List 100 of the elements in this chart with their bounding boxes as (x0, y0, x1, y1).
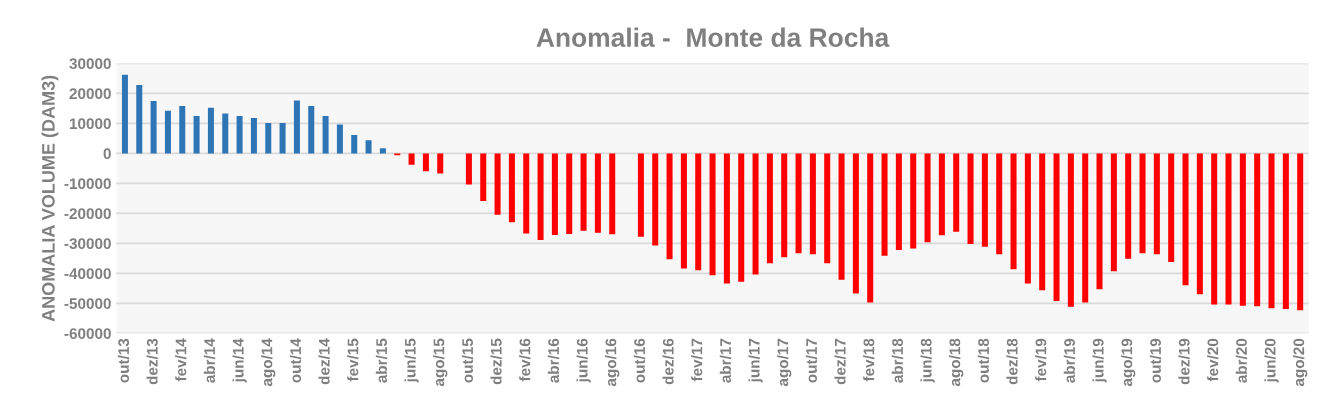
y-tick-label: -30000 (64, 238, 111, 250)
bar (408, 153, 415, 165)
x-tick-label: ago/14 (261, 338, 276, 387)
bar (1096, 153, 1103, 290)
x-tick-label: jun/16 (576, 338, 591, 383)
x-tick-label: abr/18 (891, 338, 904, 383)
bar (652, 153, 659, 246)
x-tick-label: fev/18 (863, 338, 875, 382)
x-tick-label: fev/16 (519, 338, 531, 382)
bar (938, 153, 945, 236)
bar (1082, 153, 1089, 303)
x-tick-label: jun/20 (1264, 338, 1279, 383)
bar (379, 148, 386, 154)
x-tick-label: jun/18 (920, 338, 935, 383)
bar (207, 107, 214, 154)
x-tick-label: fev/17 (691, 338, 703, 382)
bar (1139, 153, 1146, 254)
x-tick-label: out/17 (805, 338, 818, 383)
bar (895, 153, 902, 250)
bar (121, 74, 128, 154)
bar (924, 153, 931, 243)
x-tick-label: ago/19 (1121, 338, 1136, 387)
y-tick-label: -40000 (64, 268, 111, 280)
bar (365, 140, 372, 154)
bar (250, 117, 257, 154)
bar (508, 153, 515, 223)
x-tick-label: dez/18 (1006, 338, 1018, 385)
bar (1211, 153, 1218, 305)
bar (480, 153, 487, 202)
bar (594, 153, 601, 233)
bar (738, 153, 745, 282)
bar (867, 153, 874, 303)
y-tick-label: 30000 (69, 58, 111, 70)
x-tick-label: ago/18 (949, 338, 964, 387)
x-tick-label: dez/16 (662, 338, 674, 385)
x-tick-label: ago/20 (1293, 338, 1308, 387)
bar (1297, 153, 1304, 311)
bar (1268, 153, 1275, 309)
x-tick-label: ago/16 (605, 338, 620, 387)
bar (494, 153, 501, 215)
x-tick-label: out/14 (289, 338, 302, 383)
bar (164, 110, 171, 154)
y-tick-label: -50000 (64, 298, 111, 310)
y-tick-label: 20000 (69, 88, 111, 100)
x-tick-label: out/16 (633, 338, 646, 383)
bar (136, 84, 143, 154)
y-tick-label: 10000 (69, 118, 111, 130)
y-axis-title: ANOMALIA VOLUME (DAM3) (41, 75, 59, 322)
bar (852, 153, 859, 294)
bar (1010, 153, 1017, 270)
bar (781, 153, 788, 258)
bar (1053, 153, 1060, 301)
x-tick-label: dez/14 (318, 338, 330, 385)
x-tick-label: jun/17 (748, 338, 763, 383)
y-tick-label: 0 (103, 148, 111, 160)
bar (351, 135, 358, 154)
bar (222, 113, 229, 154)
bar (637, 153, 644, 237)
bar (996, 153, 1003, 255)
bar (1168, 153, 1175, 262)
x-tick-label: fev/14 (175, 338, 187, 382)
bar (580, 153, 587, 231)
x-tick-label: fev/15 (347, 338, 359, 382)
bar (723, 153, 730, 284)
bar (1182, 153, 1189, 286)
bar (795, 153, 802, 254)
x-tick-label: ago/15 (433, 338, 448, 387)
bar (1196, 153, 1203, 295)
bar (293, 100, 300, 154)
x-tick-label: abr/15 (375, 338, 388, 383)
bar (1254, 153, 1261, 307)
bar (551, 153, 558, 235)
bar (193, 115, 200, 154)
x-tick-label: jun/19 (1092, 338, 1107, 383)
bar (695, 153, 702, 271)
bar (838, 153, 845, 280)
bar (308, 105, 315, 154)
bar (336, 124, 343, 154)
bar (322, 115, 329, 154)
y-tick-label: -60000 (64, 328, 111, 340)
x-tick-label: dez/19 (1178, 338, 1190, 385)
bar (766, 153, 773, 264)
bar (1225, 153, 1232, 305)
x-tick-label: dez/13 (146, 338, 158, 385)
bar (1239, 153, 1246, 306)
bar (609, 153, 616, 235)
bar (981, 153, 988, 247)
x-tick-label: fev/19 (1035, 338, 1047, 382)
bar (236, 115, 243, 154)
x-tick-label: out/18 (977, 338, 990, 383)
x-tick-label: abr/14 (203, 338, 216, 383)
bar (465, 153, 472, 185)
bar (537, 153, 544, 241)
bar (910, 153, 917, 249)
bar (1125, 153, 1132, 259)
x-tick-label: out/19 (1149, 338, 1162, 383)
bar (1039, 153, 1046, 291)
bar (523, 153, 530, 234)
x-tick-label: out/15 (461, 338, 474, 383)
bar (1024, 153, 1031, 284)
